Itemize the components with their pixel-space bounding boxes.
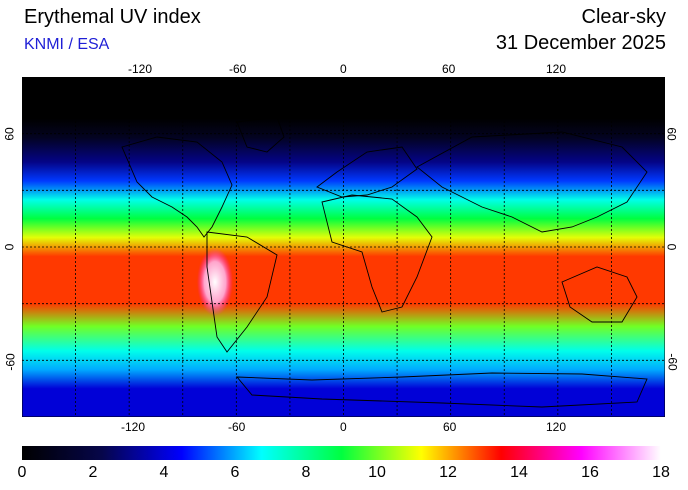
lon-label-bottom-0: 0 <box>340 420 347 434</box>
graticule <box>22 77 665 417</box>
lon-label-top-0: 0 <box>340 62 347 76</box>
lat-label-left-0: 0 <box>2 243 17 251</box>
lon-label-top-120: 120 <box>546 62 567 76</box>
uv-map-svg <box>22 77 665 417</box>
lon-label-bottom-minus60: -60 <box>228 420 246 434</box>
map-title: Erythemal UV index <box>24 6 201 28</box>
color-scale-label: 2 <box>88 464 98 481</box>
coast-europe <box>316 146 418 198</box>
uv-map: -120 -60 0 60 120 -120 -60 0 60 120 60 0… <box>2 62 679 434</box>
lat-label-left-minus60: -60 <box>3 353 18 371</box>
color-scale-label: 16 <box>581 464 599 481</box>
color-scale-label: 12 <box>439 464 457 481</box>
lon-label-top-minus120: -120 <box>128 62 153 76</box>
credit-label: KNMI / ESA <box>24 36 110 53</box>
color-scale-bar <box>22 446 661 460</box>
mode-label: Clear-sky <box>581 6 666 28</box>
lon-label-top-minus60: -60 <box>229 62 247 76</box>
coast-australia <box>561 266 638 323</box>
lat-label-right-60: 60 <box>664 127 679 141</box>
color-scale-label: 10 <box>368 464 386 481</box>
lat-label-right-0: 0 <box>664 243 679 251</box>
color-scale-label: 0 <box>17 464 27 481</box>
coast-africa <box>321 194 433 313</box>
coast-asia <box>416 131 648 233</box>
lat-label-right-minus60: -60 <box>665 353 680 371</box>
coast-south-america <box>206 231 278 353</box>
andes-uv-hotspot <box>197 248 233 316</box>
lat-label-left-60: 60 <box>2 127 17 141</box>
lon-label-top-60: 60 <box>442 62 456 76</box>
color-scale-label: 8 <box>301 464 311 481</box>
color-scale-label: 14 <box>510 464 528 481</box>
color-scale-label: 4 <box>159 464 169 481</box>
lon-label-bottom-minus120: -120 <box>121 420 146 434</box>
lon-label-bottom-60: 60 <box>443 420 457 434</box>
lon-label-bottom-120: 120 <box>546 420 567 434</box>
coast-antarctica <box>236 372 648 408</box>
coastlines <box>121 116 648 408</box>
color-scale-label: 18 <box>652 464 670 481</box>
coast-greenland <box>236 116 285 153</box>
date-label: 31 December 2025 <box>495 32 666 54</box>
color-scale-label: 6 <box>230 464 240 481</box>
